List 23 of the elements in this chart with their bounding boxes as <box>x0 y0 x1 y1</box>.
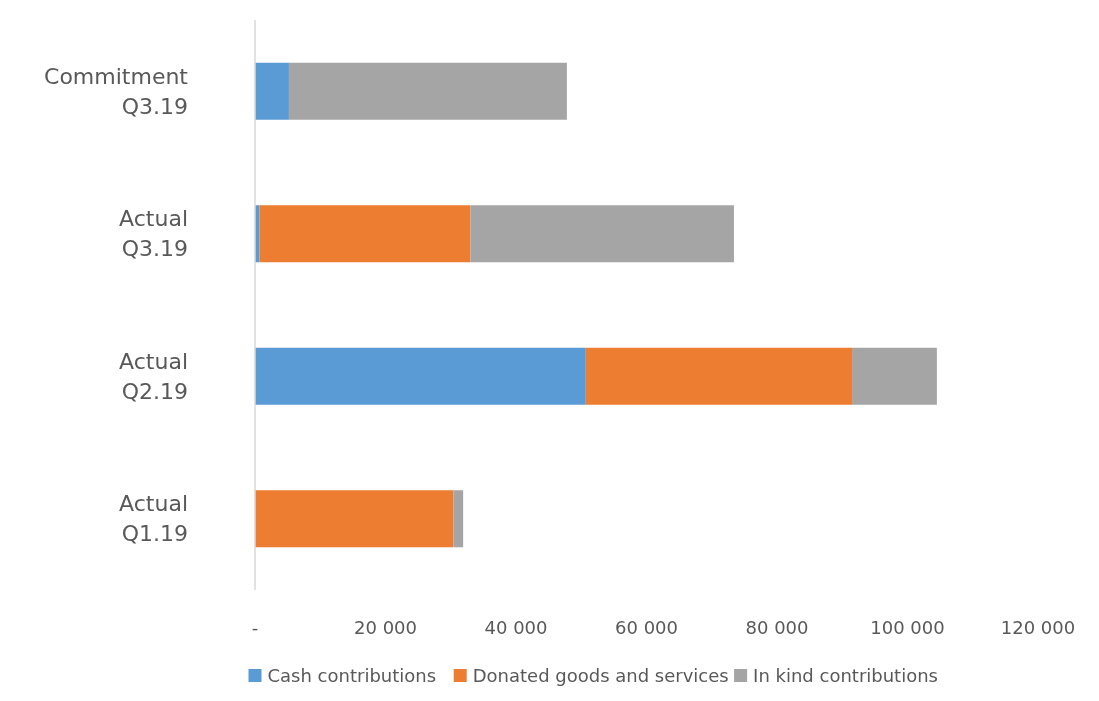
x-tick-label: 120 000 <box>1000 617 1076 639</box>
x-tick-label: - <box>251 617 259 639</box>
bar <box>255 490 454 548</box>
legend-label: Donated goods and services <box>472 665 729 687</box>
x-tick-label: 80 000 <box>745 617 809 639</box>
y-tick-label: Commitment Q3.19 <box>44 63 189 119</box>
x-tick-label: 100 000 <box>870 617 945 639</box>
legend-label: Cash contributions <box>267 665 437 687</box>
x-tick-label: 40 000 <box>484 617 548 639</box>
bar <box>255 347 586 405</box>
y-tick-label: Actual Q3.19 <box>119 206 188 262</box>
bar <box>259 205 471 263</box>
bar <box>470 205 734 263</box>
y-tick-label: Actual Q1.19 <box>119 491 188 547</box>
bar <box>852 347 937 405</box>
y-tick-label: Actual Q2.19 <box>119 348 188 404</box>
x-tick-label: 20 000 <box>354 617 417 639</box>
bar <box>255 62 289 120</box>
bar <box>288 62 567 120</box>
x-tick-label: 60 000 <box>615 617 678 639</box>
bar <box>585 347 853 405</box>
bar <box>453 490 464 548</box>
legend-label: In kind contributions <box>753 665 938 687</box>
